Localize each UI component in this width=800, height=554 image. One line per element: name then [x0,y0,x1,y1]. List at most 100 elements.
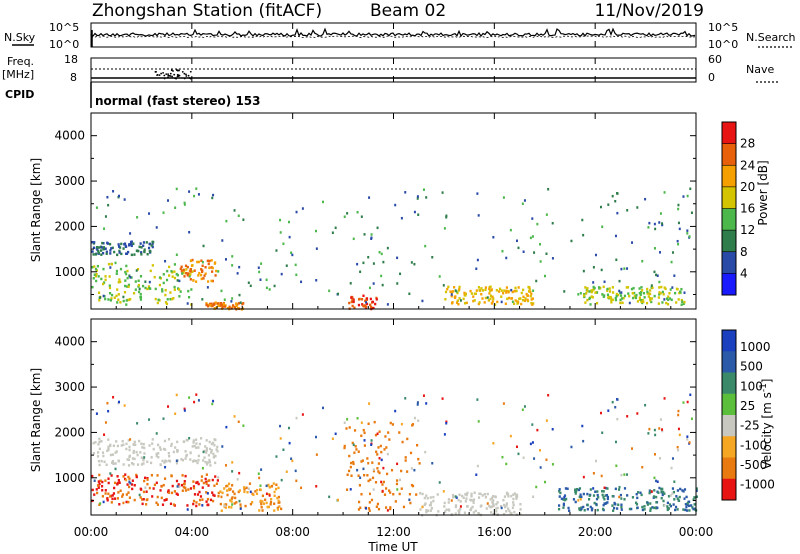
heatmap-cell [651,506,654,509]
heatmap-cell [161,290,164,293]
heatmap-cell [623,498,626,501]
heatmap-cell [582,233,585,237]
heatmap-cell [110,297,113,300]
heatmap-cell [634,296,638,300]
heatmap-cell [600,268,603,272]
heatmap-cell [212,452,215,456]
heatmap-cell [602,295,605,298]
heatmap-cell [360,421,363,424]
heatmap-cell [148,242,151,246]
heatmap-cell [265,278,268,282]
heatmap-cell [106,499,109,502]
heatmap-cell [677,242,680,246]
heatmap-cell [184,474,187,478]
heatmap-cell [274,487,278,491]
heatmap-cell [254,490,257,493]
heatmap-cell [396,256,399,260]
heatmap-cell [212,399,215,403]
heatmap-cell [207,262,210,266]
heatmap-cell [684,508,687,512]
heatmap-cell [128,448,131,452]
heatmap-cell [212,193,215,197]
heatmap-cell [143,479,146,483]
heatmap-cell [592,472,595,475]
heatmap-cell [386,452,389,456]
heatmap-cell [377,507,381,511]
heatmap-cell [247,487,250,490]
heatmap-cell [122,247,125,250]
heatmap-cell [382,466,385,470]
heatmap-cell [681,489,684,492]
heatmap-cell [547,187,550,191]
heatmap-cell [135,269,138,272]
colorbar-swatch [722,415,736,437]
heatmap-cell [394,409,397,413]
heatmap-cell [594,253,597,257]
heatmap-cell [686,194,689,198]
heatmap-cell [601,489,604,493]
heatmap-cell [233,415,236,418]
heatmap-cell [203,274,206,277]
heatmap-cell [505,256,508,260]
cpid-text: normal (fast stereo) 153 [95,94,261,108]
heatmap-cell [102,246,106,249]
heatmap-cell [404,397,407,400]
heatmap-cell [315,485,318,488]
heatmap-cell [466,504,469,508]
heatmap-cell [186,504,189,507]
heatmap-cell [353,451,356,454]
heatmap-cell [183,409,186,412]
heatmap-cell [614,487,617,491]
heatmap-cell [211,304,214,307]
nave-point [174,77,176,80]
velocity-ylabel: Slant Range [km] [29,368,43,472]
heatmap-cell [620,497,623,500]
heatmap-cell [531,441,534,444]
heatmap-cell [381,483,384,486]
heatmap-cell [694,508,697,511]
heatmap-cell [661,223,664,227]
heatmap-cell [143,456,146,459]
heatmap-cell [176,273,179,277]
colorbar-swatch [722,165,736,188]
heatmap-cell [155,432,158,435]
heatmap-cell [192,486,196,490]
heatmap-cell [107,203,110,207]
heatmap-cell [193,459,196,462]
heatmap-cell [620,505,623,509]
heatmap-cell [358,297,361,301]
heatmap-cell [653,453,656,456]
heatmap-cell [592,266,595,269]
heatmap-cell [96,491,99,495]
heatmap-cell [260,262,263,265]
heatmap-cell [437,510,440,513]
heatmap-cell [382,480,385,484]
heatmap-cell [258,476,261,480]
heatmap-cell [658,427,661,430]
heatmap-cell [265,501,268,505]
heatmap-cell [157,298,160,302]
heatmap-cell [530,302,533,305]
heatmap-cell [558,488,561,491]
chart-title: Zhongshan Station (fitACF) [92,1,322,21]
heatmap-cell [116,288,119,291]
heatmap-cell [529,290,532,294]
heatmap-cell [130,276,133,279]
heatmap-cell [655,273,658,277]
heatmap-cell [690,417,693,421]
heatmap-cell [677,298,680,301]
heatmap-cell [231,305,234,309]
heatmap-cell [494,303,497,306]
heatmap-cell [614,199,617,203]
heatmap-cell [636,300,640,303]
heatmap-cell [663,191,666,194]
heatmap-cell [677,203,680,207]
heatmap-cell [226,484,229,488]
heatmap-cell [505,509,508,513]
heatmap-cell [520,291,523,295]
heatmap-cell [96,248,99,252]
heatmap-cell [421,505,424,509]
heatmap-cell [453,296,457,300]
heatmap-cell [93,479,96,482]
heatmap-cell [372,468,375,471]
